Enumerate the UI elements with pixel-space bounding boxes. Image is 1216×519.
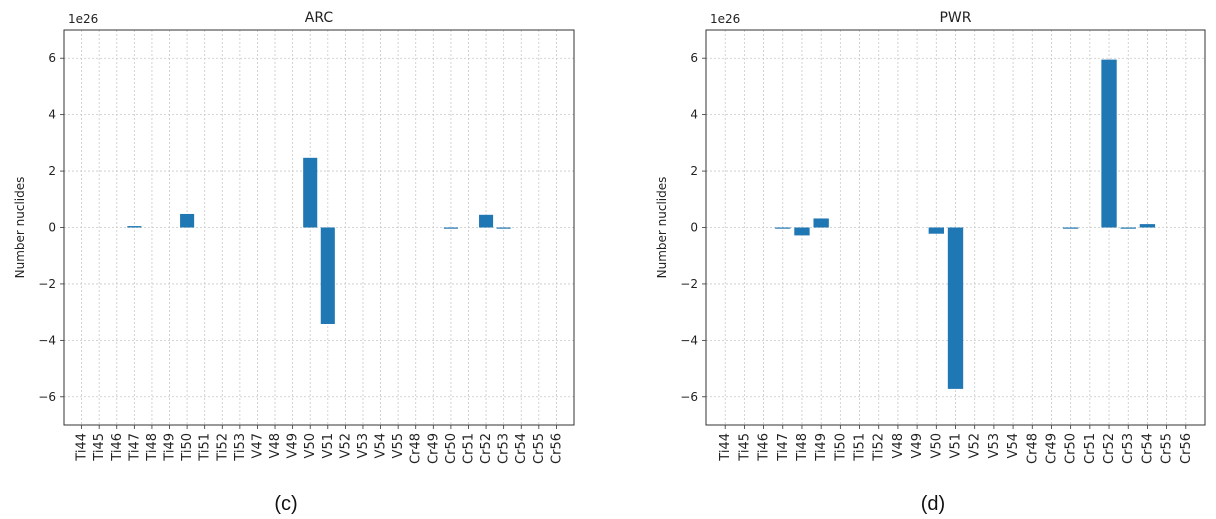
- panel-caption: (c): [274, 493, 297, 515]
- bar-cr53: [496, 227, 511, 229]
- bar-ti47: [775, 227, 791, 229]
- y-tick-label: 4: [690, 108, 698, 122]
- x-tick-label: Cr55: [532, 433, 547, 464]
- scale-label: 1e26: [710, 12, 740, 26]
- bar-cr53: [1120, 227, 1136, 229]
- bar-v51: [947, 227, 964, 389]
- x-tick-label: Cr55: [1160, 433, 1175, 464]
- bar-v50: [928, 227, 944, 234]
- x-tick-label: Ti50: [180, 433, 195, 462]
- chart-title: ARC: [305, 10, 334, 26]
- bar-v51: [320, 227, 335, 324]
- panel-caption: (d): [921, 493, 945, 515]
- bar-cr50: [1062, 227, 1079, 229]
- y-tick-label: −2: [38, 277, 56, 291]
- x-tick-label: V47: [250, 433, 265, 458]
- x-tick-label: V50: [303, 433, 318, 458]
- x-tick-label: Cr54: [514, 433, 529, 464]
- x-tick-label: Ti46: [110, 433, 125, 462]
- x-tick-label: V49: [910, 433, 925, 458]
- x-tick-label: Ti49: [814, 433, 829, 462]
- x-tick-label: Cr50: [444, 433, 459, 464]
- y-axis-label: Number nuclides: [13, 177, 27, 279]
- y-tick-label: 2: [690, 164, 698, 178]
- x-tick-label: Ti53: [233, 433, 248, 462]
- x-tick-label: Cr53: [1121, 433, 1136, 464]
- bar-cr54: [1139, 224, 1156, 228]
- scale-label: 1e26: [68, 12, 98, 26]
- x-tick-label: Ti51: [198, 433, 213, 462]
- y-tick-label: 0: [48, 221, 56, 235]
- bar-v50: [303, 157, 318, 228]
- x-tick-label: Cr54: [1140, 433, 1155, 464]
- x-tick-label: V49: [286, 433, 301, 458]
- x-tick-label: V53: [356, 433, 371, 458]
- x-tick-label: V50: [929, 433, 944, 458]
- y-tick-label: 0: [690, 221, 698, 235]
- x-tick-label: Ti48: [145, 433, 160, 462]
- x-tick-label: V51: [321, 433, 336, 458]
- x-tick-label: Ti47: [776, 433, 791, 462]
- x-tick-label: Ti47: [127, 433, 142, 462]
- x-tick-label: Cr53: [497, 433, 512, 464]
- y-tick-label: 6: [48, 51, 56, 65]
- x-tick-label: V54: [374, 433, 389, 458]
- axes-frame: [63, 29, 575, 426]
- x-tick-label: Cr49: [1044, 433, 1059, 464]
- bar-cr52: [1101, 59, 1117, 228]
- x-tick-label: Cr48: [1025, 433, 1040, 464]
- bar-ti50: [180, 213, 195, 228]
- y-tick-label: −4: [680, 333, 698, 347]
- x-tick-label: Cr48: [409, 433, 424, 464]
- bar-ti49: [813, 218, 829, 228]
- x-tick-label: Ti44: [75, 433, 90, 462]
- bar-ti48: [794, 227, 810, 236]
- x-tick-label: V55: [391, 433, 406, 458]
- x-tick-label: Cr56: [549, 433, 564, 464]
- x-tick-label: Ti45: [92, 433, 107, 462]
- y-axis-label: Number nuclides: [655, 177, 669, 279]
- x-tick-label: V53: [987, 433, 1002, 458]
- x-tick-label: V48: [268, 433, 283, 458]
- x-tick-label: Cr52: [479, 433, 494, 464]
- x-tick-label: Cr56: [1179, 433, 1194, 464]
- x-tick-label: Ti52: [872, 433, 887, 462]
- x-tick-label: V52: [338, 433, 353, 458]
- bar-cr52: [479, 214, 494, 228]
- y-tick-label: 4: [48, 108, 56, 122]
- axes-frame: [705, 29, 1206, 426]
- x-tick-label: Cr50: [1064, 433, 1079, 464]
- x-tick-label: Ti44: [718, 433, 733, 462]
- y-tick-label: −6: [680, 390, 698, 404]
- y-tick-label: −4: [38, 333, 56, 347]
- x-tick-label: Ti48: [795, 433, 810, 462]
- y-tick-label: −2: [680, 277, 698, 291]
- x-tick-label: Ti49: [163, 433, 178, 462]
- x-tick-label: V52: [968, 433, 983, 458]
- x-tick-label: V48: [891, 433, 906, 458]
- chart-title: PWR: [939, 10, 971, 26]
- y-tick-label: 6: [690, 51, 698, 65]
- x-tick-label: Cr49: [426, 433, 441, 464]
- x-tick-label: Cr51: [1083, 433, 1098, 464]
- x-tick-label: Cr51: [461, 433, 476, 464]
- x-tick-label: Ti45: [737, 433, 752, 462]
- x-tick-label: Cr52: [1102, 433, 1117, 464]
- y-tick-label: 2: [48, 164, 56, 178]
- x-tick-label: Ti52: [215, 433, 230, 462]
- x-tick-label: Ti51: [853, 433, 868, 462]
- x-tick-label: Ti46: [757, 433, 772, 462]
- x-tick-label: Ti50: [833, 433, 848, 462]
- bar-cr50: [443, 227, 458, 229]
- y-tick-label: −6: [38, 390, 56, 404]
- bar-ti47: [127, 226, 142, 228]
- x-tick-label: V51: [949, 433, 964, 458]
- chart-panel-pwr: −6 −4 −2 0 2 4 6 Ti44 Ti45 Ti46 Ti47 Ti48 Ti49 Ti50 Ti…: [655, 10, 1206, 515]
- x-tick-label: V54: [1006, 433, 1021, 458]
